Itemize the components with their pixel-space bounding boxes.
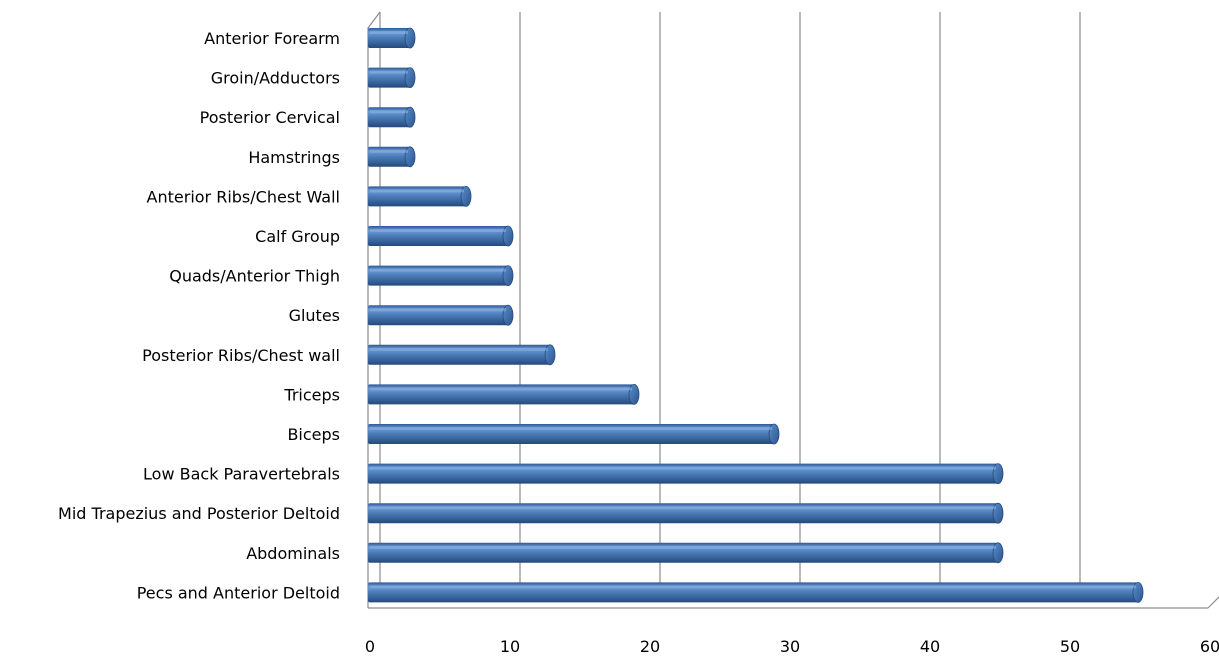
bar-highlight (370, 387, 632, 391)
bar-highlight (370, 31, 408, 34)
x-tick-label: 10 (500, 637, 520, 656)
category-label: Quads/Anterior Thigh (169, 267, 340, 286)
bar (368, 225, 514, 247)
bar (368, 106, 416, 128)
bar-highlight (370, 110, 408, 114)
bar (368, 67, 416, 88)
category-label: Low Back Paravertebrals (143, 465, 340, 484)
category-label: Anterior Ribs/Chest Wall (147, 187, 340, 206)
x-tick-labels: 0 10 20 30 40 50 60 (365, 637, 1219, 656)
bar (368, 582, 1144, 603)
bar-highlight (370, 229, 506, 232)
bar (368, 344, 556, 366)
bar-highlight (370, 347, 548, 351)
category-label: Anterior Forearm (204, 29, 340, 48)
bar (368, 146, 416, 168)
category-label: Biceps (287, 425, 340, 444)
bar (368, 502, 1004, 524)
bar-highlight (370, 149, 408, 153)
x-tick-label: 0 (365, 637, 375, 656)
bar (368, 27, 416, 49)
category-label: Hamstrings (248, 148, 340, 167)
category-label: Groin/Adductors (211, 69, 340, 88)
bar-highlight (370, 189, 464, 193)
bar (368, 265, 514, 287)
category-label: Triceps (283, 385, 340, 404)
bar-highlight (370, 308, 506, 312)
bar (368, 185, 472, 207)
category-label: Mid Trapezius and Posterior Deltoid (58, 504, 340, 523)
bar-highlight (370, 466, 996, 470)
x-tick-label: 50 (1060, 637, 1080, 656)
category-labels: Pecs and Anterior Deltoid Abdominals Mid T… (58, 29, 340, 602)
category-label: Pecs and Anterior Deltoid (137, 583, 340, 602)
bar (368, 304, 514, 326)
x-tick-label: 30 (780, 637, 800, 656)
bar-highlight (370, 506, 996, 510)
y-axis-wall (367, 11, 381, 608)
bar-highlight (370, 268, 506, 272)
x-axis-depth-edge (1207, 596, 1219, 609)
bar (368, 463, 1004, 485)
bar-highlight (370, 427, 772, 430)
x-tick-label: 40 (920, 637, 940, 656)
bar (368, 383, 640, 405)
bar-highlight (370, 70, 408, 74)
bar-highlight (370, 585, 1136, 589)
bar (368, 423, 780, 445)
category-label: Posterior Cervical (200, 108, 340, 127)
category-label: Posterior Ribs/Chest wall (142, 346, 340, 365)
bars (368, 27, 1144, 603)
bar (368, 542, 1004, 564)
category-label: Glutes (289, 306, 340, 325)
x-tick-label: 20 (640, 637, 660, 656)
bar-highlight (370, 545, 996, 549)
x-tick-label: 60 (1200, 637, 1219, 656)
gridlines (519, 12, 1081, 590)
category-label: Calf Group (255, 227, 340, 246)
category-label: Abdominals (246, 544, 340, 563)
